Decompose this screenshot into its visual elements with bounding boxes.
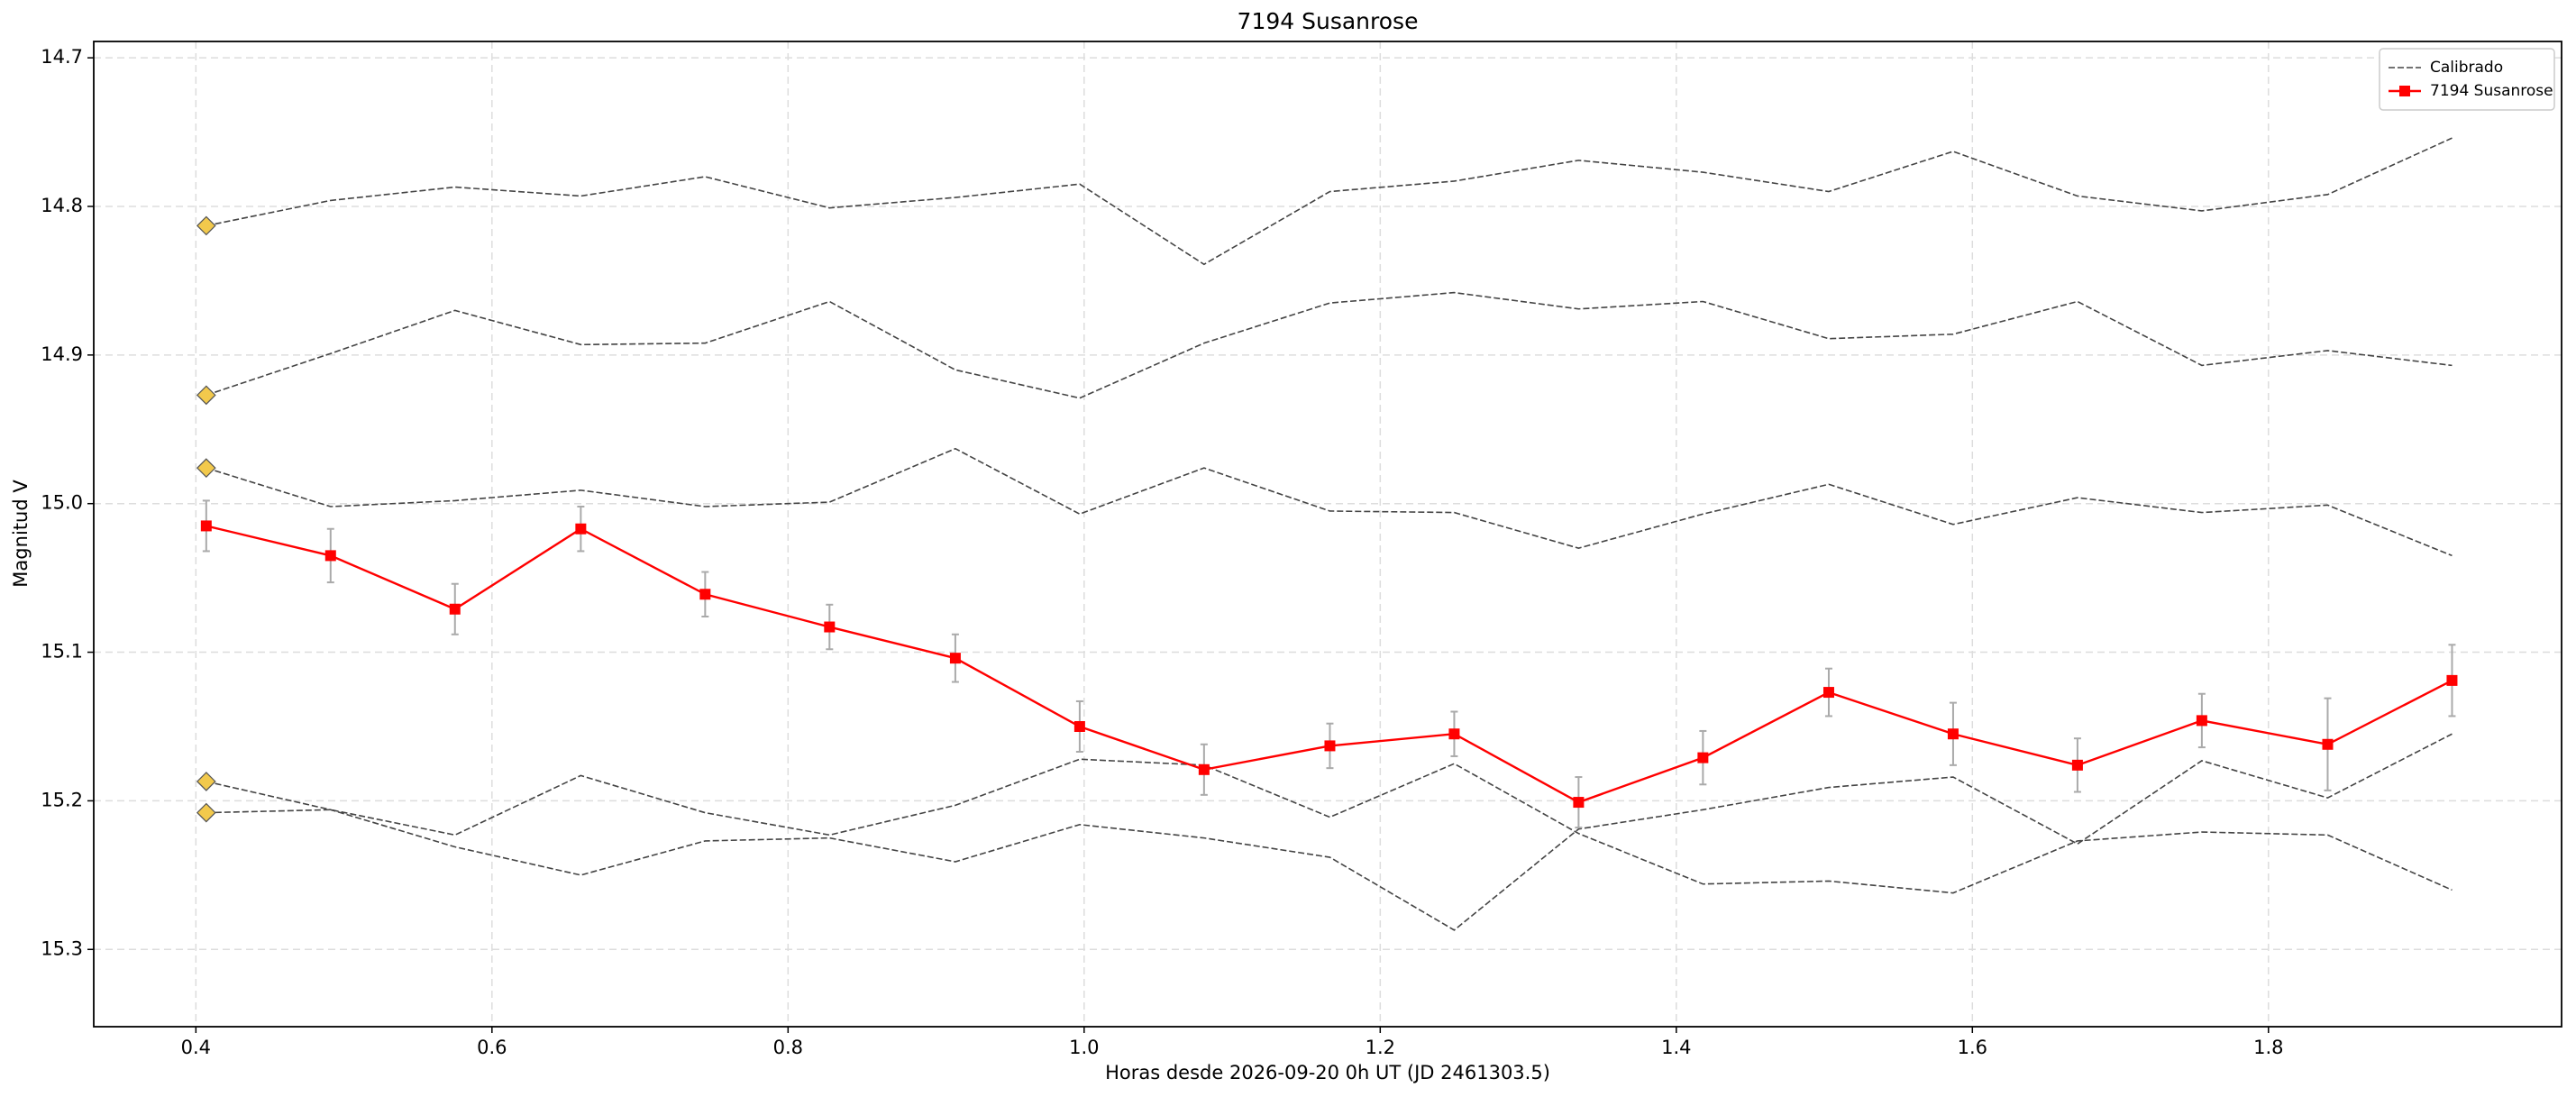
y-tick-label: 14.7 xyxy=(41,46,83,68)
series-line xyxy=(206,447,2453,557)
y-tick-label: 14.8 xyxy=(41,195,83,216)
y-tick-label: 15.0 xyxy=(41,492,83,514)
x-tick-label: 1.8 xyxy=(2253,1037,2283,1058)
start-marker xyxy=(196,385,216,406)
point-marker xyxy=(1324,740,1336,752)
point-marker xyxy=(2446,674,2458,686)
legend-box xyxy=(2379,48,2555,111)
point-marker xyxy=(200,520,212,532)
y-tick-label: 15.3 xyxy=(41,937,83,959)
point-marker xyxy=(1947,728,1959,740)
x-tick-label: 0.4 xyxy=(181,1037,211,1058)
x-tick-label: 1.4 xyxy=(1661,1037,1691,1058)
y-tick-label: 15.1 xyxy=(41,641,83,663)
point-marker xyxy=(1573,797,1585,809)
point-marker xyxy=(2322,738,2334,750)
series-line xyxy=(206,758,2453,894)
x-tick-label: 0.6 xyxy=(477,1037,507,1058)
point-marker xyxy=(2071,759,2083,771)
y-tick-label: 14.9 xyxy=(41,343,83,365)
point-marker xyxy=(1073,720,1085,732)
point-marker xyxy=(949,653,961,664)
point-marker xyxy=(1448,728,1460,740)
series-line xyxy=(206,137,2453,266)
x-tick-label: 0.8 xyxy=(773,1037,803,1058)
x-axis-label: Horas desde 2026-09-20 0h UT (JD 2461303… xyxy=(1105,1062,1550,1083)
point-marker xyxy=(1822,687,1834,699)
point-marker xyxy=(575,523,587,535)
series-line xyxy=(206,291,2453,399)
x-tick-label: 1.6 xyxy=(1958,1037,1987,1058)
series-line xyxy=(206,733,2453,931)
start-marker xyxy=(196,772,216,791)
point-marker xyxy=(2196,715,2207,727)
point-marker xyxy=(1198,763,1210,775)
point-marker xyxy=(699,589,711,600)
start-marker xyxy=(196,458,216,478)
x-tick-label: 1.0 xyxy=(1069,1037,1099,1058)
point-marker xyxy=(449,603,461,615)
point-marker xyxy=(1697,752,1709,763)
legend-swatch-marker xyxy=(2399,86,2410,96)
legend-label: 7194 Susanrose xyxy=(2430,82,2553,100)
chart-title: 7194 Susanrose xyxy=(1238,8,1419,34)
y-tick-label: 15.2 xyxy=(41,789,83,810)
point-marker xyxy=(324,550,336,562)
start-marker xyxy=(196,802,216,823)
point-marker xyxy=(824,621,836,633)
start-marker xyxy=(196,215,216,236)
legend-label: Calibrado xyxy=(2430,59,2503,77)
x-tick-label: 1.2 xyxy=(1366,1037,1395,1058)
plot-frame xyxy=(93,41,2562,1028)
y-axis-label: Magnitud V xyxy=(10,480,32,588)
